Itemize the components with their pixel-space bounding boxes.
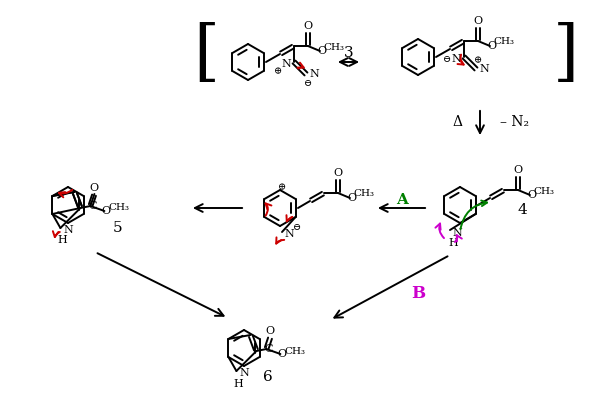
Text: CH₃: CH₃ (108, 203, 129, 213)
Text: N: N (309, 69, 319, 79)
Text: H: H (448, 238, 458, 248)
Text: C: C (88, 201, 97, 211)
Text: O: O (334, 168, 343, 178)
Text: CH₃: CH₃ (323, 43, 344, 51)
Text: O: O (266, 326, 275, 336)
Text: N: N (239, 368, 249, 378)
Text: ⊖: ⊖ (293, 224, 301, 232)
Text: O: O (317, 46, 326, 56)
Text: [: [ (193, 22, 219, 87)
Text: O: O (487, 41, 497, 51)
Text: H: H (233, 379, 243, 389)
Text: ⊕: ⊕ (278, 183, 286, 193)
Text: N: N (452, 228, 462, 238)
Text: N: N (284, 229, 294, 239)
Text: O: O (278, 349, 287, 359)
Text: 5: 5 (113, 221, 123, 235)
Text: N: N (479, 64, 489, 74)
Text: ⊕: ⊕ (474, 57, 482, 66)
Text: O: O (90, 183, 99, 193)
Text: Δ: Δ (452, 115, 462, 129)
Text: N: N (64, 225, 73, 235)
Text: ]: ] (553, 22, 579, 87)
Text: – N₂: – N₂ (500, 115, 529, 129)
Text: CH₃: CH₃ (353, 189, 374, 199)
Text: O: O (514, 165, 523, 175)
Text: O: O (527, 190, 536, 200)
Text: C: C (264, 344, 272, 354)
Text: 4: 4 (517, 203, 527, 217)
Text: N: N (281, 59, 291, 69)
Text: CH₃: CH₃ (284, 347, 305, 355)
Text: N: N (451, 54, 461, 64)
Text: CH₃: CH₃ (493, 37, 515, 47)
Text: ⊖: ⊖ (304, 80, 312, 88)
Text: ⊕: ⊕ (274, 68, 282, 76)
Text: 3: 3 (344, 46, 354, 60)
Text: A: A (396, 193, 408, 207)
Text: O: O (102, 206, 111, 216)
Text: ⊖: ⊖ (443, 55, 451, 64)
Text: H: H (58, 235, 67, 245)
Text: B: B (411, 285, 425, 302)
Text: O: O (473, 16, 482, 26)
Text: 6: 6 (263, 370, 273, 384)
Text: CH₃: CH₃ (533, 187, 554, 195)
Text: O: O (304, 21, 313, 31)
Text: O: O (347, 193, 356, 203)
